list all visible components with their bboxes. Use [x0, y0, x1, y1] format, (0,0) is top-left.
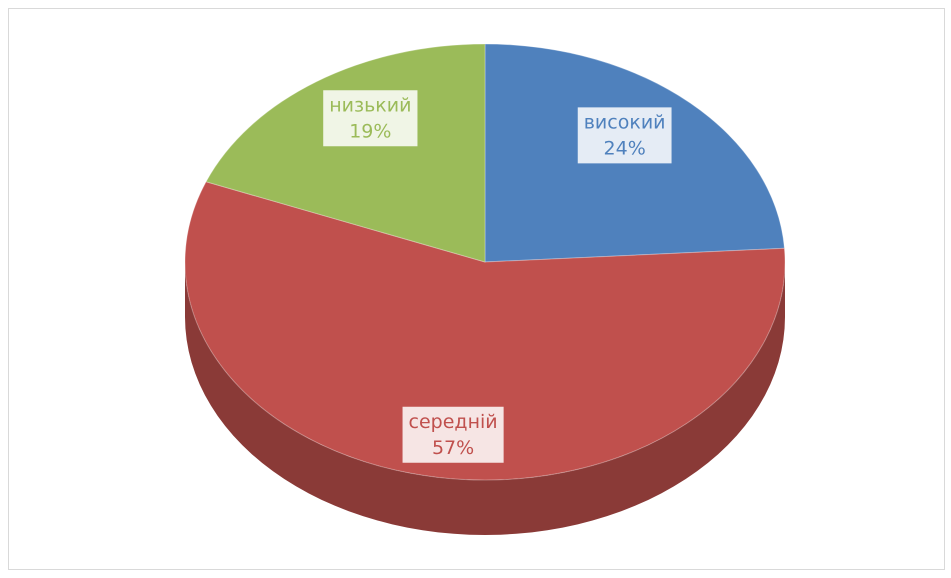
data-label-value: 24% — [604, 137, 646, 159]
slice-side — [185, 262, 785, 535]
data-label-box — [323, 90, 418, 147]
data-label-category: середній — [409, 411, 498, 433]
data-label-box — [402, 406, 504, 463]
data-label: низький 19% — [323, 90, 418, 147]
data-label-category: високий — [584, 111, 666, 133]
data-label-box — [577, 107, 672, 164]
data-label-value: 19% — [349, 120, 391, 142]
data-label-value: 57% — [432, 437, 474, 459]
data-label: середній 57% — [402, 406, 504, 463]
data-label: високий 24% — [577, 107, 672, 164]
slice — [184, 181, 786, 481]
data-label-category: низький — [329, 94, 411, 116]
